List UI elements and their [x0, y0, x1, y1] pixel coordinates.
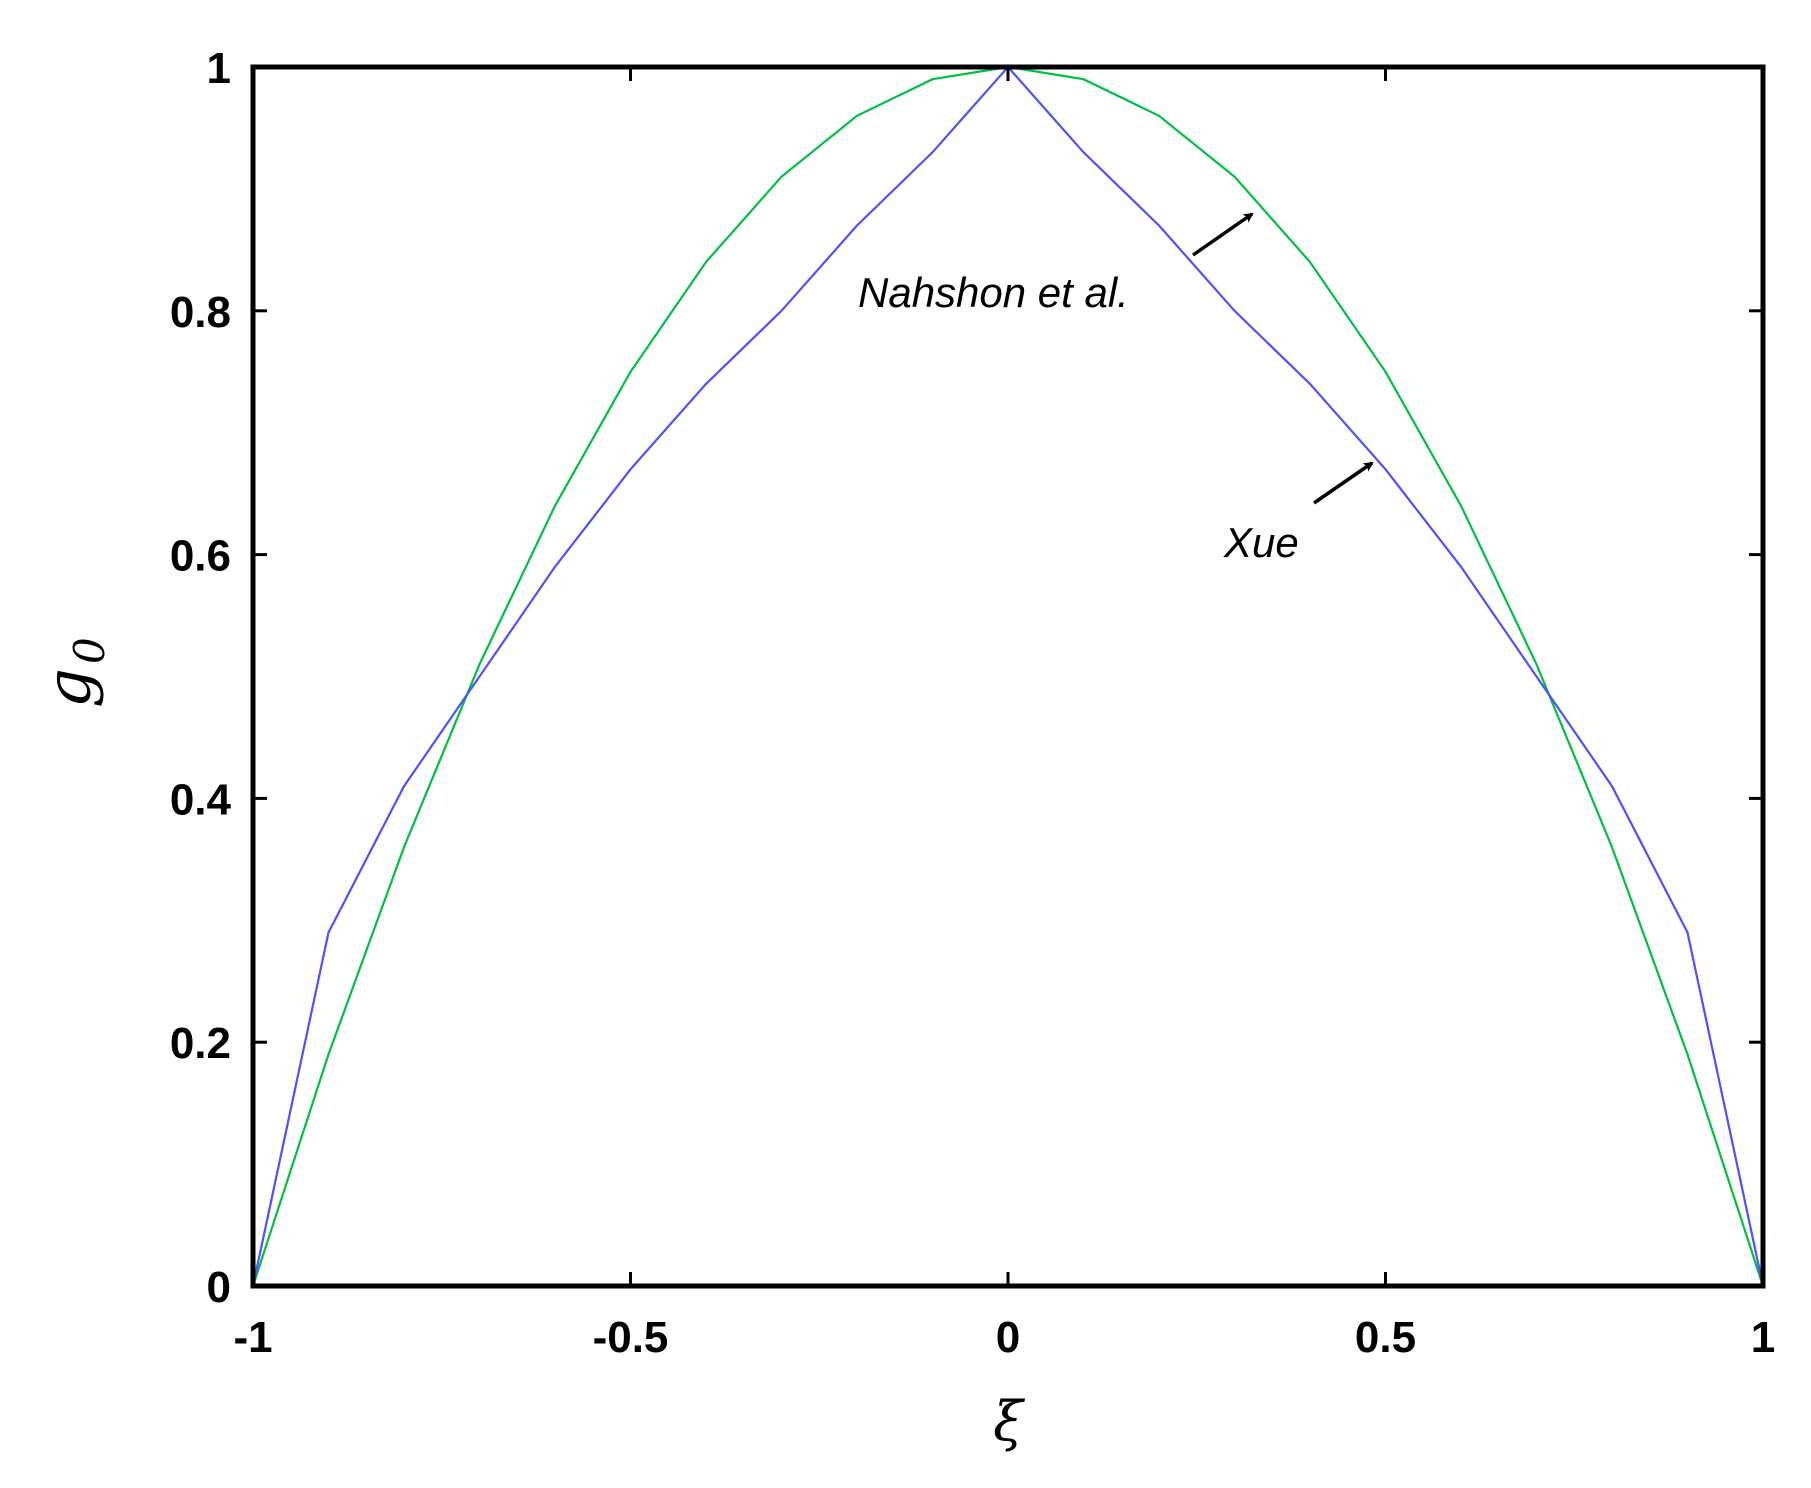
- x-tick-label: -1: [233, 1313, 272, 1362]
- y-tick-label: 0: [207, 1263, 231, 1312]
- axis-ticks: [251, 65, 1765, 1288]
- x-tick-label: 1: [1751, 1313, 1775, 1362]
- x-tick-label: -0.5: [593, 1313, 669, 1362]
- series-line-xue: [251, 65, 1765, 1287]
- y-tick-label: 0.6: [170, 532, 231, 581]
- x-tick-label: 0: [996, 1313, 1020, 1362]
- y-axis-label-main: g: [32, 668, 105, 708]
- annotation-nahshon: Nahshon et al.: [858, 212, 1254, 316]
- y-axis-label: g 0: [32, 637, 114, 708]
- y-axis-tick-labels: 0 0.2 0.4 0.6 0.8 1: [170, 44, 232, 1312]
- y-tick-label: 0.4: [170, 775, 232, 824]
- annotation-label-xue: Xue: [1223, 519, 1299, 566]
- x-axis-tick-labels: -1 -0.5 0 0.5 1: [233, 1313, 1775, 1362]
- y-tick-label: 0.8: [170, 288, 231, 337]
- arrow-icon: [1313, 461, 1374, 505]
- y-tick-label: 1: [207, 44, 231, 93]
- y-tick-label: 0.2: [170, 1019, 231, 1068]
- arrow-icon: [1192, 212, 1254, 257]
- x-tick-label: 0.5: [1355, 1313, 1416, 1362]
- x-axis-label: ξ: [993, 1390, 1025, 1453]
- y-axis-label-subscript: 0: [65, 637, 114, 664]
- annotation-xue: Xue: [1223, 461, 1374, 566]
- plot-area: [251, 65, 1765, 1287]
- annotation-label-nahshon: Nahshon et al.: [858, 269, 1129, 316]
